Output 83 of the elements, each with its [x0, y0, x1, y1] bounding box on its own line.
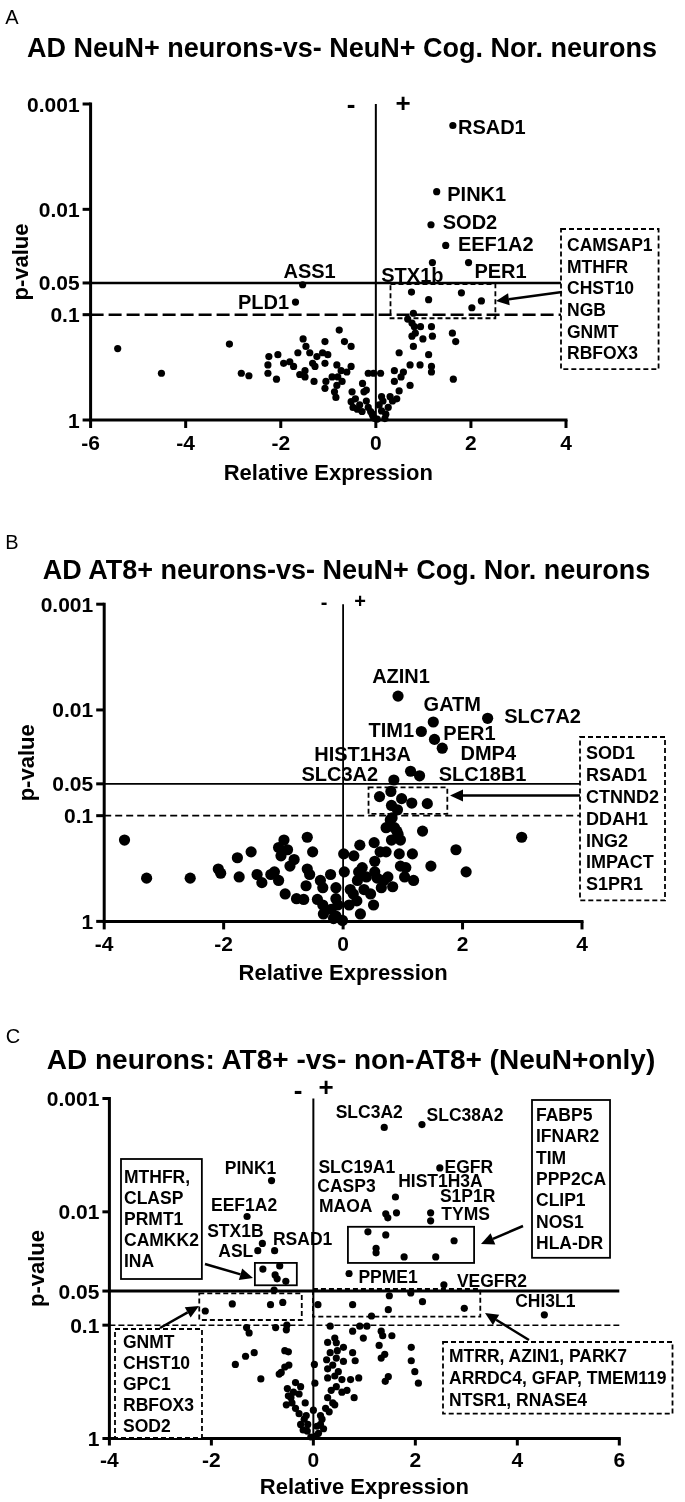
- y-tick-label: 0.05: [52, 772, 94, 796]
- annotation: SLC38A2: [426, 1104, 504, 1125]
- y-tick-label: 0.05: [38, 271, 80, 295]
- annotation: ASS1: [283, 259, 336, 282]
- annotation: SLC18B1: [438, 762, 527, 785]
- x-tick-label: 0: [307, 1448, 320, 1471]
- annotation: CASP3: [317, 1175, 376, 1196]
- y-axis-title: p-value: [23, 1229, 49, 1308]
- annotation: +: [318, 1072, 334, 1102]
- y-tick-label: 1: [87, 1427, 100, 1450]
- annotation: TIM1: [368, 718, 415, 741]
- annotation: SLC19A1: [318, 1156, 396, 1177]
- x-tick-label: 4: [560, 430, 573, 454]
- y-tick-label: 0.01: [38, 197, 80, 221]
- annotation: SOD2: [442, 210, 498, 233]
- annotation: ASL: [218, 1240, 254, 1261]
- annotation: PLD1: [237, 291, 290, 314]
- x-tick-label: -2: [271, 430, 291, 454]
- y-tick-label: 0.001: [40, 592, 94, 616]
- annotation: GNMT CHST10 GPC1 RBFOX3 SOD2: [123, 1331, 195, 1436]
- x-tick-label: 4: [576, 931, 589, 955]
- y-axis-title: p-value: [7, 223, 33, 301]
- x-tick-label: -2: [202, 1448, 221, 1471]
- y-tick-label: 1: [81, 909, 94, 933]
- text: SOD1 RSAD1 CTNND2 DDAH1 ING2 IMPACT S1PR1: [586, 742, 660, 895]
- x-tick-label: 4: [511, 1448, 524, 1471]
- x-axis-title: Relative Expression: [259, 1474, 469, 1499]
- x-tick-label: 6: [613, 1448, 626, 1471]
- annotation: RSAD1: [457, 115, 526, 138]
- annotation: +: [354, 590, 366, 612]
- chart-title: AD AT8+ neurons-vs- NeuN+ Cog. Nor. neurons: [42, 555, 651, 585]
- annotation: PER1: [443, 722, 496, 745]
- annotation: DMP4: [460, 742, 517, 765]
- annotation: MTRR, AZIN1, PARK7 ARRDC4, GFAP, TMEM119 NTSR1, RNASE4: [449, 1345, 667, 1410]
- text: C: [5, 1025, 21, 1047]
- chart-title: AD neurons: AT8+ -vs- non-AT8+ (NeuN+only): [46, 1043, 656, 1075]
- chart-title: AD NeuN+ neurons-vs- NeuN+ Cog. Nor. neurons: [26, 33, 658, 63]
- annotation: EEF1A2: [211, 1194, 278, 1215]
- annotation: MTHFR, CLASP PRMT1 CAMKK2 INA: [124, 1166, 200, 1272]
- annotation: SLC3A2: [335, 1102, 404, 1123]
- annotation: VEGFR2: [456, 1270, 528, 1291]
- y-axis-title: p-value: [13, 724, 39, 802]
- y-tick-label: 0.001: [46, 1087, 100, 1110]
- x-tick-label: 2: [465, 430, 477, 454]
- x-tick-label: 0: [337, 931, 349, 955]
- y-tick-label: 0.001: [27, 92, 80, 116]
- x-tick-label: 2: [409, 1448, 422, 1471]
- annotation: PINK1: [447, 182, 507, 205]
- annotation: EEF1A2: [457, 233, 534, 256]
- annotation: GATM: [423, 692, 481, 715]
- annotation: -: [346, 89, 356, 119]
- y-tick-label: 0.01: [58, 1200, 100, 1224]
- y-tick-label: 0.05: [58, 1279, 100, 1303]
- x-tick-label: 0: [370, 430, 382, 454]
- annotation: SLC7A2: [504, 705, 581, 728]
- x-tick-label: -4: [100, 1448, 120, 1471]
- x-tick-label: -4: [94, 931, 114, 955]
- annotation: PPME1: [358, 1267, 418, 1288]
- text: CAMSAP1 MTHFR CHST10 NGB GNMT RBFOX3: [567, 234, 653, 364]
- annotation: MAOA: [319, 1195, 373, 1216]
- text: A: [5, 6, 20, 28]
- annotation: PER1: [474, 259, 527, 282]
- x-tick-label: -2: [214, 931, 233, 955]
- y-tick-label: 0.1: [50, 303, 80, 327]
- x-tick-label: -4: [176, 430, 196, 454]
- x-tick-label: 2: [456, 931, 469, 955]
- x-axis-title: Relative Expression: [238, 959, 448, 985]
- annotation: AZIN1: [372, 665, 430, 688]
- y-tick-label: 0.1: [64, 804, 94, 828]
- y-tick-label: 0.01: [52, 698, 94, 722]
- x-axis-title: Relative Expression: [223, 459, 433, 485]
- annotation: -: [320, 591, 328, 613]
- annotation: -: [293, 1075, 303, 1105]
- text: B: [5, 531, 19, 553]
- x-tick-label: -6: [81, 430, 100, 454]
- annotation: +: [395, 88, 411, 118]
- annotation: TYMS: [441, 1203, 490, 1224]
- annotation: STX1B: [207, 1221, 264, 1242]
- annotation: STX1b: [381, 263, 444, 286]
- y-tick-label: 0.1: [70, 1313, 100, 1337]
- annotation: CHI3L1: [515, 1290, 576, 1311]
- annotation: PINK1: [224, 1157, 277, 1178]
- y-tick-label: 1: [67, 408, 80, 432]
